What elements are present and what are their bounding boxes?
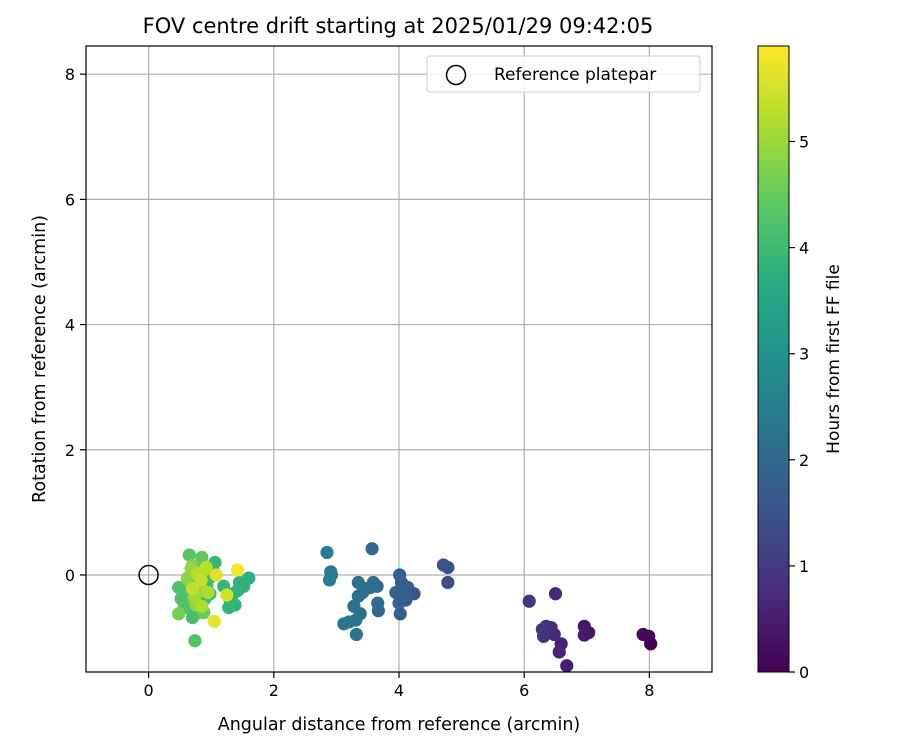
- data-point: [371, 596, 385, 610]
- data-point: [349, 627, 364, 642]
- reference-platepar-marker: [138, 564, 159, 586]
- colorbar-tick-label: 4: [799, 239, 809, 258]
- data-point: [209, 568, 223, 582]
- legend: Reference platepar: [426, 55, 701, 93]
- data-point: [174, 592, 188, 606]
- chart-title: FOV centre drift starting at 2025/01/29 …: [143, 14, 654, 38]
- data-point: [199, 560, 213, 575]
- data-point: [436, 558, 451, 572]
- y-axis-label: Rotation from reference (arcmin): [30, 215, 50, 503]
- colorbar-tick-label: 1: [799, 557, 809, 576]
- data-point: [393, 607, 407, 621]
- data-point: [522, 594, 536, 608]
- data-point: [172, 607, 186, 621]
- data-point: [322, 573, 337, 587]
- data-point: [220, 588, 234, 602]
- x-tick-label: 6: [519, 681, 529, 700]
- data-point: [201, 585, 215, 600]
- data-point: [195, 550, 209, 565]
- data-point: [441, 575, 455, 590]
- data-point: [560, 659, 574, 673]
- data-point: [351, 589, 365, 603]
- data-point: [320, 545, 334, 560]
- data-point: [351, 575, 365, 590]
- y-tick-label: 0: [65, 566, 75, 585]
- data-point: [185, 582, 200, 596]
- legend-box: [426, 55, 701, 93]
- data-point: [552, 645, 566, 659]
- y-tick-label: 4: [65, 316, 75, 335]
- data-point: [535, 622, 549, 637]
- data-point: [337, 617, 351, 631]
- data-point: [392, 596, 406, 610]
- data-point: [195, 599, 209, 613]
- data-point: [393, 568, 407, 582]
- y-axis-ticks: 0 2 4 6 8: [65, 65, 86, 585]
- x-axis-label: Angular distance from reference (arcmin): [218, 715, 581, 735]
- data-point: [230, 563, 245, 577]
- colorbar-tick-label: 0: [799, 663, 809, 682]
- legend-marker-icon: [445, 64, 467, 86]
- y-tick-label: 2: [65, 441, 75, 460]
- data-point: [365, 542, 379, 556]
- data-point: [207, 614, 221, 628]
- y-tick-label: 8: [65, 65, 75, 84]
- data-point: [194, 573, 208, 587]
- colorbar-tick-label: 2: [799, 451, 809, 470]
- colorbar-tick-label: 3: [799, 345, 809, 364]
- legend-label: Reference platepar: [494, 65, 656, 85]
- x-tick-label: 8: [644, 681, 654, 700]
- data-point: [182, 548, 196, 562]
- data-point: [577, 628, 591, 642]
- colorbar-label: Hours from first FF file: [824, 264, 844, 454]
- x-tick-label: 4: [394, 681, 404, 700]
- data-point: [172, 580, 186, 595]
- data-point: [636, 627, 650, 642]
- data-point: [548, 587, 563, 601]
- data-point: [188, 634, 202, 648]
- x-tick-label: 2: [269, 681, 279, 700]
- colorbar-tick-label: 5: [799, 132, 809, 151]
- data-point: [222, 600, 236, 615]
- colorbar: [757, 45, 790, 673]
- data-point: [389, 585, 403, 600]
- data-point: [347, 599, 361, 613]
- x-tick-label: 0: [144, 681, 154, 700]
- data-points: [172, 542, 658, 673]
- colorbar-ticks: 0 1 2 3 4 5: [789, 132, 809, 682]
- y-tick-label: 6: [65, 190, 75, 209]
- data-point: [185, 610, 200, 625]
- x-axis-ticks: 0 2 4 6 8: [144, 672, 654, 700]
